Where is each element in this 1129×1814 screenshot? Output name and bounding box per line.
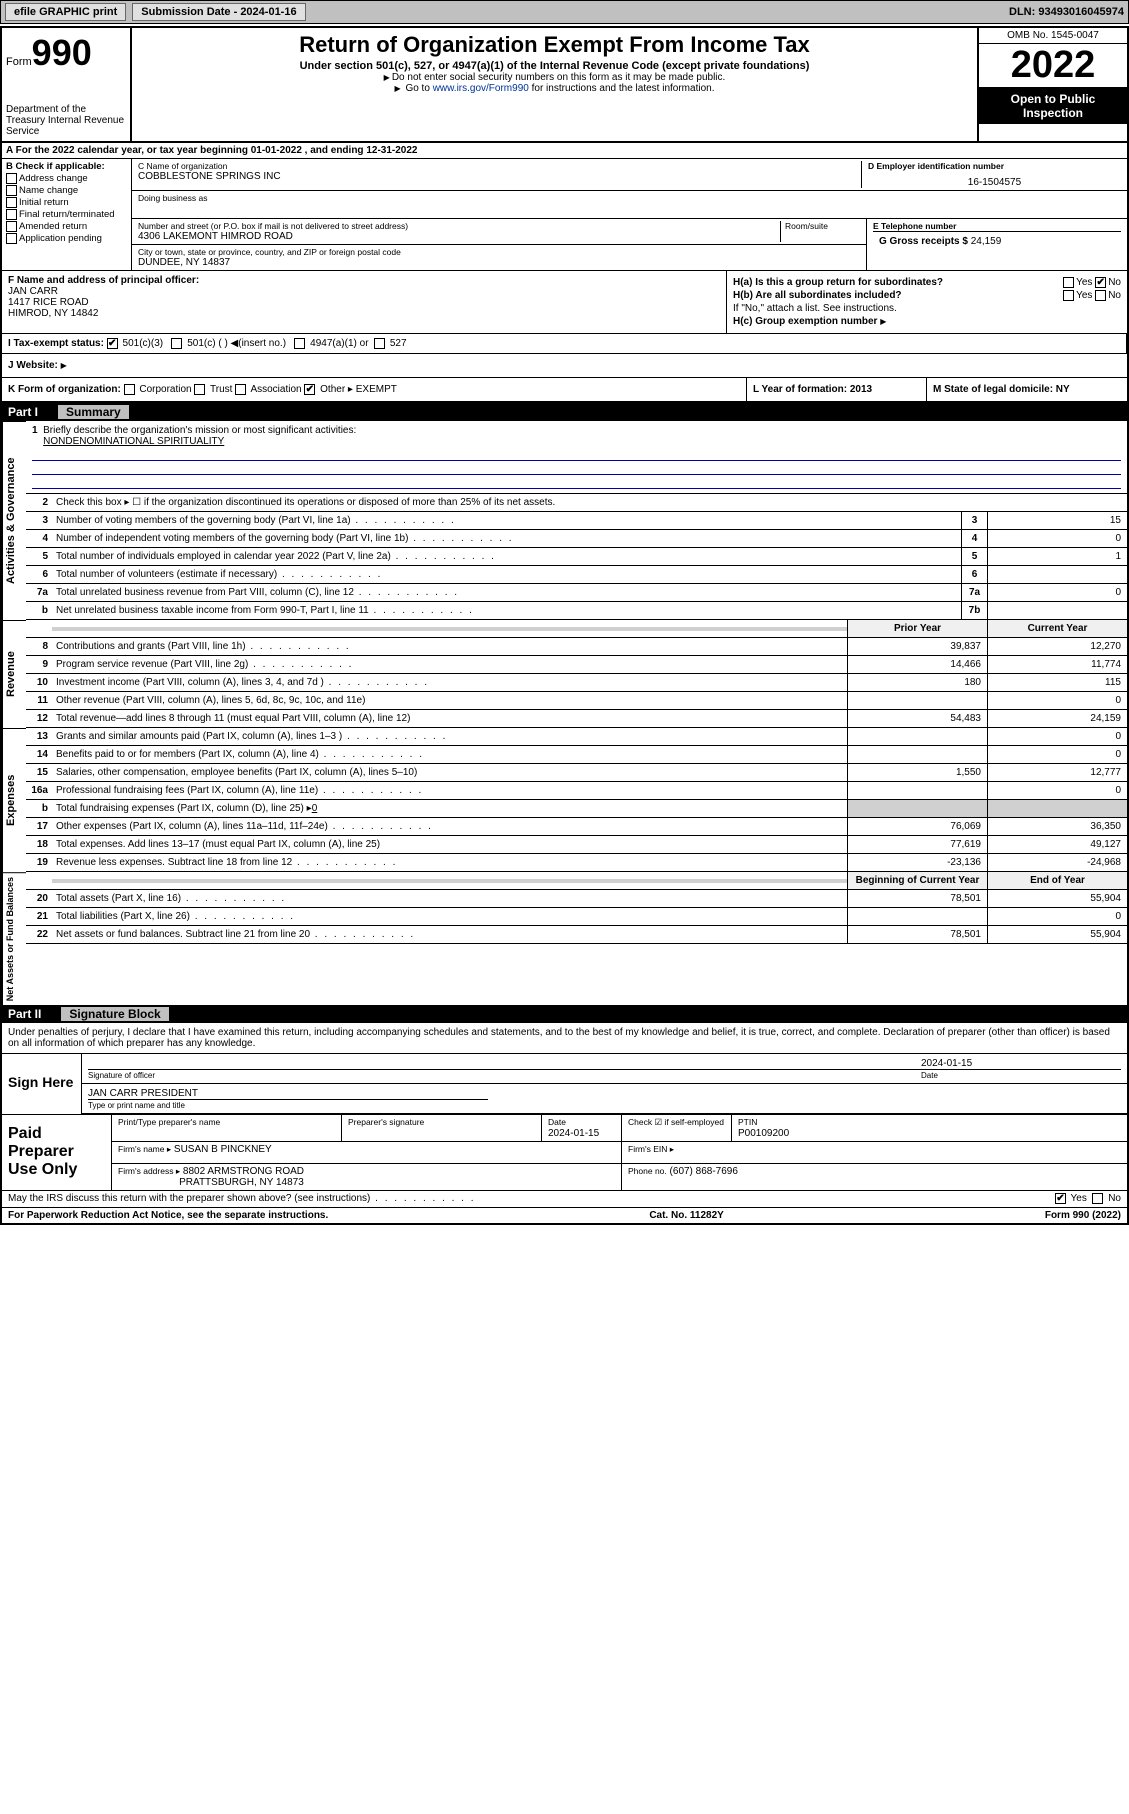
omb-number: OMB No. 1545-0047: [979, 28, 1127, 44]
officer-name-title: JAN CARR PRESIDENT: [88, 1088, 488, 1099]
d-ein-label: D Employer identification number: [868, 161, 1121, 171]
i-label: I Tax-exempt status:: [8, 338, 104, 349]
discuss-row: May the IRS discuss this return with the…: [2, 1191, 1127, 1206]
cb-app-pending[interactable]: Application pending: [6, 233, 127, 244]
form-subtitle: Under section 501(c), 527, or 4947(a)(1)…: [140, 60, 969, 72]
cb-501c3[interactable]: [107, 338, 118, 349]
form-title: Return of Organization Exempt From Incom…: [140, 32, 969, 58]
city-label: City or town, state or province, country…: [138, 247, 860, 257]
expenses-block: Expenses 13Grants and similar amounts pa…: [2, 728, 1127, 872]
cb-name-change[interactable]: Name change: [6, 185, 127, 196]
paperwork-notice: For Paperwork Reduction Act Notice, see …: [8, 1210, 328, 1221]
revenue-block: Revenue Prior YearCurrent Year 8Contribu…: [2, 620, 1127, 728]
activities-governance-block: Activities & Governance 1 Briefly descri…: [2, 421, 1127, 620]
paid-preparer-label: Paid Preparer Use Only: [2, 1115, 112, 1190]
h-note: If "No," attach a list. See instructions…: [733, 303, 1121, 314]
title-cell: Return of Organization Exempt From Incom…: [132, 28, 977, 141]
paid-preparer-block: Paid Preparer Use Only Print/Type prepar…: [2, 1114, 1127, 1191]
cb-address-change[interactable]: Address change: [6, 173, 127, 184]
street-label: Number and street (or P.O. box if mail i…: [138, 221, 780, 231]
v7b: [987, 602, 1127, 619]
top-toolbar: efile GRAPHIC print Submission Date - 20…: [0, 0, 1129, 24]
g-gross-label: G Gross receipts $: [879, 236, 968, 247]
l2: Check this box ▸ ☐ if the organization d…: [52, 495, 1127, 510]
cb-amended[interactable]: Amended return: [6, 221, 127, 232]
street-value: 4306 LAKEMONT HIMROD ROAD: [138, 231, 780, 242]
penalty-statement: Under penalties of perjury, I declare th…: [2, 1023, 1127, 1053]
f-name: JAN CARR: [8, 286, 720, 297]
cb-corp[interactable]: [124, 384, 135, 395]
irs-link[interactable]: www.irs.gov/Form990: [433, 83, 529, 94]
form-word: Form: [6, 56, 32, 68]
sidebar-expenses: Expenses: [2, 728, 26, 872]
sidebar-revenue: Revenue: [2, 620, 26, 728]
cb-4947[interactable]: [294, 338, 305, 349]
v6: [987, 566, 1127, 583]
cat-no: Cat. No. 11282Y: [649, 1210, 723, 1221]
cb-assoc[interactable]: [235, 384, 246, 395]
l1-label: Briefly describe the organization's miss…: [43, 425, 356, 436]
m-state: M State of legal domicile: NY: [933, 384, 1070, 395]
form-number: 990: [32, 32, 92, 73]
note-ssn: Do not enter social security numbers on …: [140, 72, 969, 83]
e-phone-label: E Telephone number: [873, 221, 1121, 231]
sidebar-net-assets: Net Assets or Fund Balances: [2, 872, 26, 1005]
section-j-website: J Website:: [2, 354, 1127, 378]
form-990-page: Form990 Department of the Treasury Inter…: [0, 26, 1129, 1225]
d-ein-value: 16-1504575: [868, 177, 1121, 188]
cb-501c[interactable]: [171, 338, 182, 349]
section-fh: F Name and address of principal officer:…: [2, 271, 1127, 334]
sign-here-label: Sign Here: [2, 1054, 82, 1114]
section-bcd: B Check if applicable: Address change Na…: [2, 159, 1127, 271]
open-public-badge: Open to Public Inspection: [979, 88, 1127, 124]
cb-trust[interactable]: [194, 384, 205, 395]
dba-label: Doing business as: [138, 193, 1121, 203]
cb-discuss-yes[interactable]: [1055, 1193, 1066, 1204]
form-footer: Form 990 (2022): [1045, 1210, 1121, 1221]
col-h-group: H(a) Is this a group return for subordin…: [727, 271, 1127, 333]
city-value: DUNDEE, NY 14837: [138, 257, 860, 268]
part-2-header: Part II Signature Block: [2, 1005, 1127, 1023]
section-klm: K Form of organization: Corporation Trus…: [2, 378, 1127, 403]
row-a-tax-year: A For the 2022 calendar year, or tax yea…: [2, 143, 1127, 159]
cb-discuss-no[interactable]: [1092, 1193, 1103, 1204]
l1-value: NONDENOMINATIONAL SPIRITUALITY: [43, 436, 224, 447]
note-link: Go to www.irs.gov/Form990 for instructio…: [140, 83, 969, 94]
submission-date-button[interactable]: Submission Date - 2024-01-16: [132, 3, 305, 21]
section-i: I Tax-exempt status: 501(c)(3) 501(c) ( …: [2, 334, 1127, 354]
v7a: 0: [987, 584, 1127, 601]
f-addr1: 1417 RICE ROAD: [8, 297, 720, 308]
dln-text: DLN: 93493016045974: [1009, 6, 1124, 18]
cb-527[interactable]: [374, 338, 385, 349]
efile-button[interactable]: efile GRAPHIC print: [5, 3, 126, 21]
g-gross-value: 24,159: [971, 236, 1002, 247]
form-id-cell: Form990 Department of the Treasury Inter…: [2, 28, 132, 141]
form-header: Form990 Department of the Treasury Inter…: [2, 28, 1127, 143]
cb-other[interactable]: [304, 384, 315, 395]
col-b-label: B Check if applicable:: [6, 161, 127, 172]
v5: 1: [987, 548, 1127, 565]
col-c-block: C Name of organization COBBLESTONE SPRIN…: [132, 159, 1127, 270]
sidebar-activities: Activities & Governance: [2, 421, 26, 620]
dept-treasury: Department of the Treasury Internal Reve…: [6, 104, 126, 137]
sign-here-block: Sign Here Signature of officer 2024-01-1…: [2, 1053, 1127, 1114]
f-addr2: HIMROD, NY 14842: [8, 308, 720, 319]
f-label: F Name and address of principal officer:: [8, 275, 720, 286]
omb-cell: OMB No. 1545-0047 2022 Open to Public In…: [977, 28, 1127, 141]
col-b-checkboxes: B Check if applicable: Address change Na…: [2, 159, 132, 270]
part-1-header: Part I Summary: [2, 403, 1127, 421]
room-label: Room/suite: [785, 221, 860, 231]
tax-year: 2022: [979, 44, 1127, 88]
v3: 15: [987, 512, 1127, 529]
net-assets-block: Net Assets or Fund Balances Beginning of…: [2, 872, 1127, 1005]
col-f-officer: F Name and address of principal officer:…: [2, 271, 727, 333]
v4: 0: [987, 530, 1127, 547]
l-year: L Year of formation: 2013: [753, 384, 872, 395]
cb-initial-return[interactable]: Initial return: [6, 197, 127, 208]
cb-final-return[interactable]: Final return/terminated: [6, 209, 127, 220]
org-name: COBBLESTONE SPRINGS INC: [138, 171, 861, 182]
c-name-label: C Name of organization: [138, 161, 861, 171]
